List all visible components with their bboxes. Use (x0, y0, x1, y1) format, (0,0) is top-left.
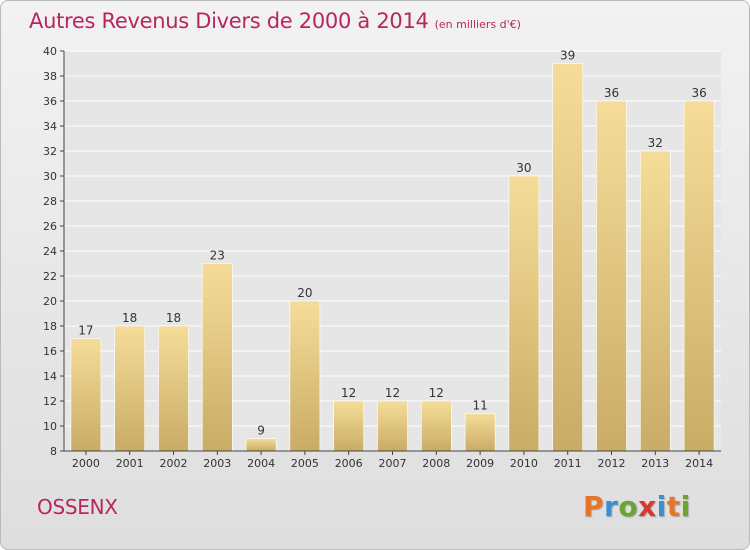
y-tick-label: 30 (43, 170, 57, 183)
data-label: 36 (604, 86, 619, 100)
x-tick-label: 2007 (379, 457, 407, 470)
x-tick-label: 2014 (685, 457, 713, 470)
chart-subtitle: (en milliers d'€) (434, 18, 521, 31)
data-label: 12 (429, 386, 444, 400)
bar (202, 263, 233, 452)
y-tick-label: 28 (43, 195, 57, 208)
x-tick-label: 2011 (554, 457, 582, 470)
data-label: 30 (516, 161, 531, 175)
y-tick-label: 26 (43, 220, 57, 233)
data-label: 9 (257, 424, 265, 438)
y-tick-label: 34 (43, 120, 57, 133)
x-tick-label: 2001 (116, 457, 144, 470)
x-tick-label: 2010 (510, 457, 538, 470)
proxiti-logo: Proxiti (583, 490, 691, 523)
y-tick-label: 32 (43, 145, 57, 158)
y-tick-label: 12 (43, 395, 57, 408)
x-tick-label: 2012 (598, 457, 626, 470)
y-tick-label: 8 (50, 445, 57, 458)
y-tick-label: 20 (43, 295, 57, 308)
data-label: 18 (122, 311, 137, 325)
x-tick-label: 2005 (291, 457, 319, 470)
data-label: 39 (560, 49, 575, 63)
y-tick-label: 40 (43, 45, 57, 58)
data-labels: 17 18 18 23 9 20 12 12 12 11 30 39 36 32 36 (78, 49, 706, 438)
data-label: 11 (472, 399, 487, 413)
bar (70, 338, 102, 452)
data-label: 32 (648, 136, 663, 150)
y-tick-label: 22 (43, 270, 57, 283)
logo-letter: o (618, 490, 639, 523)
y-tick-label: 16 (43, 345, 57, 358)
logo-letter: x (638, 490, 657, 523)
data-label: 23 (210, 249, 225, 263)
logo-letter: i (656, 490, 667, 523)
data-label: 12 (385, 386, 400, 400)
bar (552, 63, 584, 452)
data-label: 12 (341, 386, 356, 400)
chart-title-block: Autres Revenus Divers de 2000 à 2014 (en … (29, 9, 521, 33)
y-tick-label: 18 (43, 320, 57, 333)
chart-title: Autres Revenus Divers de 2000 à 2014 (29, 9, 429, 33)
bar (596, 100, 627, 452)
x-tick-label: 2009 (466, 457, 494, 470)
y-tick-label: 14 (43, 370, 57, 383)
bar (639, 150, 671, 452)
bar (333, 400, 365, 452)
logo-letter: P (583, 490, 605, 523)
bar (158, 325, 189, 452)
logo-letter: r (604, 490, 619, 523)
data-label: 18 (166, 311, 181, 325)
bar (114, 325, 145, 452)
data-label: 36 (691, 86, 706, 100)
bar (464, 413, 496, 452)
bar (420, 400, 452, 452)
bar (683, 100, 715, 452)
data-label: 17 (78, 324, 93, 338)
y-tick-label: 10 (43, 420, 57, 433)
x-tick-label: 2004 (247, 457, 275, 470)
bar (377, 400, 408, 452)
x-tick-label: 2008 (422, 457, 450, 470)
x-tick-label: 2013 (641, 457, 669, 470)
y-tick-label: 36 (43, 95, 57, 108)
y-tick-label: 38 (43, 70, 57, 83)
x-tick-label: 2003 (203, 457, 231, 470)
bar (508, 175, 540, 452)
data-label: 20 (297, 286, 312, 300)
axes: 8 10 12 14 16 18 20 22 24 26 28 30 32 34 36 38 40 2000 200… (43, 45, 721, 470)
bar (245, 438, 277, 452)
logo-letter: t (666, 490, 681, 523)
bar (289, 300, 321, 452)
x-tick-label: 2002 (160, 457, 188, 470)
bars (70, 63, 715, 452)
x-tick-label: 2000 (72, 457, 100, 470)
commune-name: OSSENX (37, 495, 118, 519)
x-tick-label: 2006 (335, 457, 363, 470)
logo-letter: i (680, 490, 691, 523)
y-tick-label: 24 (43, 245, 57, 258)
